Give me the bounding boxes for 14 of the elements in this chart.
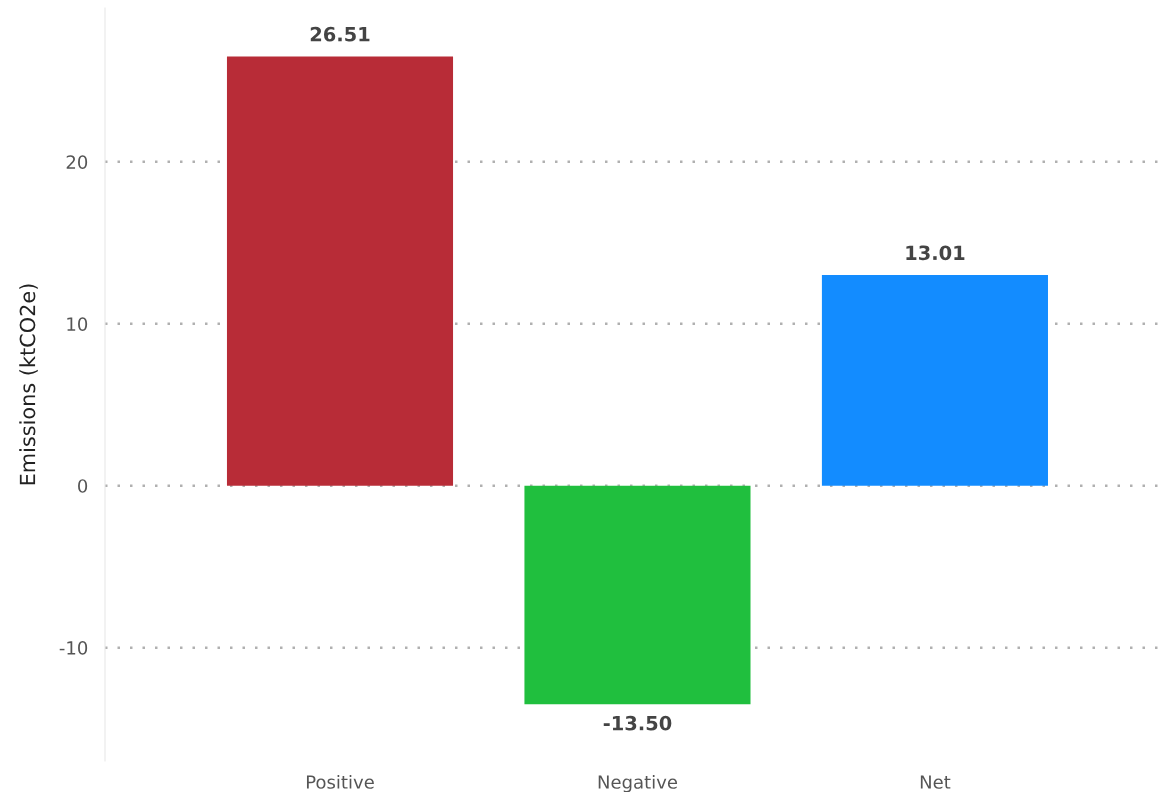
x-tick-label: Negative bbox=[598, 774, 678, 792]
data-label: -13.50 bbox=[603, 715, 672, 731]
bar bbox=[226, 56, 454, 486]
data-label: 26.51 bbox=[310, 26, 370, 42]
y-tick-label: -10 bbox=[59, 641, 88, 655]
bar bbox=[821, 275, 1048, 486]
y-tick-label: 0 bbox=[78, 479, 88, 493]
x-tick-label: Positive bbox=[306, 774, 374, 789]
x-tick-label: Net bbox=[920, 775, 951, 789]
data-label: 13.01 bbox=[906, 245, 965, 261]
y-tick-label: 10 bbox=[67, 317, 88, 331]
y-tick-label: 20 bbox=[66, 155, 88, 169]
bar bbox=[524, 485, 751, 705]
y-axis-title: Emissions (ktCO2e) bbox=[19, 284, 38, 485]
